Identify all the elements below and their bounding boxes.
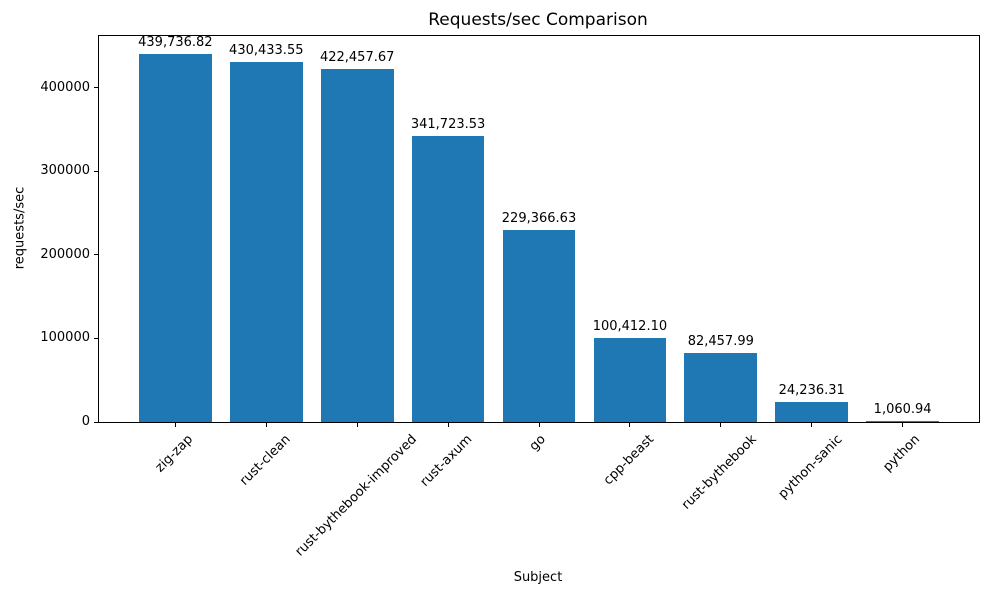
plot-area: 0 100000 200000 300000 400000 439,736.82 zig-z… [40,35,980,559]
y-tick-mark [94,87,99,89]
y-tick-label: 100000 [40,330,90,346]
bar-rust-bythebook [684,353,758,422]
x-tick-mark [538,422,540,427]
x-tick-mark [447,422,449,427]
x-tick-mark [720,422,722,427]
bar-value-label: 24,236.31 [778,382,845,398]
y-tick-label: 0 [81,414,90,429]
y-tick-mark [94,337,99,339]
bar-go [502,230,576,422]
bar-value-label: 422,457.67 [319,49,395,65]
bar-rust-bythebook-improved [320,68,394,422]
x-tick-mark [902,422,904,427]
chart-title: Requests/sec Comparison [428,10,648,30]
x-tick-mark [629,422,631,427]
bar-value-label: 341,723.53 [410,117,486,133]
y-tick-mark [94,254,99,256]
y-tick-mark [94,170,99,172]
bar-cpp-beast [593,338,667,422]
bar-value-label: 100,412.10 [592,319,668,335]
x-axis-label: Subject [513,570,563,585]
x-tick-label: cpp-beast [600,432,657,489]
y-tick-label: 200000 [40,246,90,262]
x-tick-mark [356,422,358,427]
bar-value-label: 82,457.99 [687,334,754,350]
x-tick-mark [174,422,176,427]
bar-value-label: 430,433.55 [229,43,304,59]
bar-value-label: 229,366.63 [501,211,577,227]
x-tick-label: rust-axum [417,432,476,490]
bar-python [866,420,939,422]
x-tick-label: zig-zap [152,432,196,476]
y-tick-mark [94,421,99,423]
bar-python-sanic [775,401,849,422]
x-tick-label: python [879,432,923,475]
x-tick-mark [265,422,267,427]
y-tick-label: 300000 [40,163,90,179]
x-tick-label: python-sanic [775,432,846,502]
x-tick-label: rust-clean [236,432,294,489]
x-tick-label: rust-bythebook [679,432,760,513]
x-tick-label: rust-bythebook-improved [292,432,420,560]
bar-value-label: 1,060.94 [873,401,932,417]
bar-rust-clean [229,62,303,422]
bar-rust-axum [411,136,485,422]
bar-zig-zap [139,54,212,422]
x-tick-label: go [526,432,549,455]
y-tick-label: 400000 [40,79,90,95]
bar-value-label: 439,736.82 [138,35,213,51]
x-tick-mark [811,422,813,427]
